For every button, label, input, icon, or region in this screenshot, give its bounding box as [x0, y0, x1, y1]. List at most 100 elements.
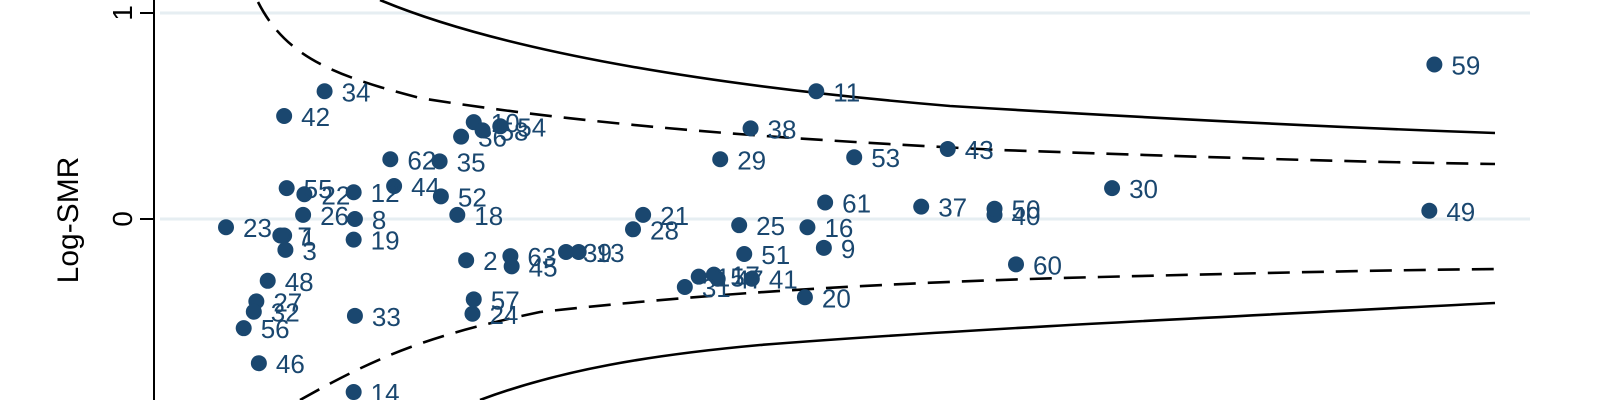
y-tick-label: 0 — [107, 211, 138, 227]
point-label-15: 15 — [716, 263, 745, 293]
data-point-52 — [432, 188, 449, 205]
point-label-17: 17 — [731, 261, 760, 291]
point-label-48: 48 — [285, 267, 314, 297]
point-label-12: 12 — [371, 178, 400, 208]
data-point-13 — [570, 243, 587, 260]
data-point-39 — [558, 243, 575, 260]
data-point-49 — [1421, 202, 1438, 219]
data-point-63 — [502, 248, 519, 265]
point-label-40: 40 — [1012, 201, 1041, 231]
point-label-2: 2 — [483, 246, 497, 276]
data-point-22 — [296, 186, 313, 203]
data-point-15 — [690, 268, 707, 285]
point-label-36: 36 — [478, 123, 507, 153]
data-point-24 — [464, 305, 481, 322]
point-label-16: 16 — [824, 213, 853, 243]
point-label-34: 34 — [342, 77, 371, 107]
point-label-58: 58 — [500, 116, 529, 146]
point-label-39: 39 — [583, 238, 612, 268]
point-label-7: 7 — [297, 221, 311, 251]
data-point-3 — [277, 241, 294, 258]
point-label-49: 49 — [1446, 197, 1475, 227]
data-point-42 — [276, 108, 293, 124]
data-point-55 — [278, 180, 295, 197]
data-point-21 — [635, 206, 652, 223]
data-point-48 — [259, 272, 276, 289]
point-label-60: 60 — [1033, 250, 1062, 280]
point-label-37: 37 — [938, 193, 967, 223]
point-label-31: 31 — [702, 273, 731, 303]
point-label-55: 55 — [304, 174, 333, 204]
data-point-46 — [250, 355, 267, 372]
point-label-1: 1 — [301, 221, 315, 251]
point-label-59: 59 — [1451, 51, 1480, 81]
upper-outer-limit — [379, 0, 1496, 135]
data-point-2 — [458, 252, 475, 269]
data-point-47 — [709, 270, 726, 287]
data-point-54 — [492, 118, 509, 135]
lower-inner-limit — [299, 267, 1496, 400]
point-label-20: 20 — [822, 283, 851, 313]
point-label-19: 19 — [371, 226, 400, 256]
y-tick-label: 1 — [107, 5, 138, 21]
upper-inner-limit — [256, 1, 1496, 166]
data-point-25 — [731, 217, 748, 234]
point-label-29: 29 — [737, 145, 766, 175]
data-point-44 — [386, 178, 403, 195]
data-point-28 — [625, 221, 642, 238]
point-label-45: 45 — [529, 252, 558, 282]
point-label-44: 44 — [411, 172, 440, 202]
point-label-42: 42 — [301, 102, 330, 132]
point-label-52: 52 — [458, 182, 487, 212]
point-label-8: 8 — [372, 205, 386, 235]
data-point-37 — [913, 198, 930, 215]
lower-outer-limit — [479, 301, 1496, 400]
point-label-43: 43 — [965, 135, 994, 165]
point-label-13: 13 — [596, 238, 625, 268]
data-point-34 — [316, 83, 333, 100]
point-label-26: 26 — [320, 201, 349, 231]
point-label-9: 9 — [841, 234, 855, 264]
data-point-62 — [382, 151, 399, 168]
data-point-19 — [345, 231, 362, 248]
data-point-30 — [1104, 180, 1121, 197]
data-point-50 — [986, 200, 1003, 217]
control-limits — [256, 0, 1496, 400]
point-label-53: 53 — [871, 143, 900, 173]
data-point-51 — [736, 246, 753, 263]
data-point-32 — [245, 303, 262, 320]
data-point-58 — [474, 122, 491, 139]
data-point-53 — [846, 149, 863, 166]
point-label-21: 21 — [660, 201, 689, 231]
point-label-11: 11 — [833, 77, 860, 107]
data-point-41 — [743, 270, 760, 287]
data-point-33 — [346, 307, 363, 324]
point-label-38: 38 — [768, 114, 797, 144]
data-point-14 — [345, 384, 362, 400]
point-label-28: 28 — [650, 215, 679, 245]
point-label-3: 3 — [302, 236, 316, 266]
data-point-35 — [431, 153, 448, 170]
y-ticks: 01 — [107, 5, 154, 227]
data-points — [218, 56, 1443, 400]
point-label-54: 54 — [517, 112, 546, 142]
data-point-16 — [799, 219, 816, 236]
point-label-22: 22 — [321, 180, 350, 210]
data-point-59 — [1426, 56, 1443, 73]
point-labels: 1237891011121314151617181920212223242526… — [243, 51, 1480, 400]
data-point-11 — [808, 83, 825, 100]
data-point-56 — [235, 320, 252, 337]
point-label-30: 30 — [1129, 174, 1158, 204]
data-point-8 — [346, 211, 363, 227]
data-point-57 — [465, 291, 482, 308]
point-label-50: 50 — [1012, 195, 1041, 225]
point-label-18: 18 — [474, 201, 503, 231]
point-label-62: 62 — [407, 145, 436, 175]
point-label-14: 14 — [371, 378, 400, 400]
data-point-31 — [676, 278, 693, 295]
data-point-7 — [272, 227, 289, 244]
point-label-32: 32 — [271, 298, 300, 328]
data-point-20 — [796, 289, 813, 306]
point-label-35: 35 — [457, 147, 486, 177]
